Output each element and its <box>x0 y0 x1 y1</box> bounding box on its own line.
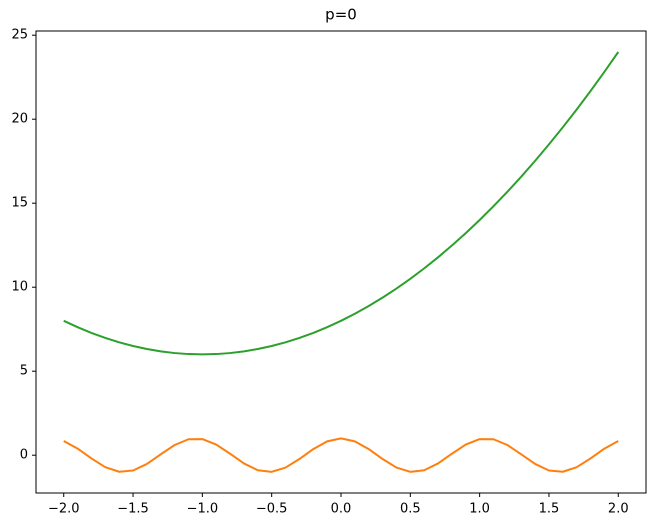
x-tick-label: 0.0 <box>331 502 352 517</box>
x-tick-label: −0.5 <box>256 502 288 517</box>
line-series <box>63 51 620 356</box>
plot-frame <box>35 30 647 494</box>
x-tick-label: 2.0 <box>608 502 629 517</box>
x-tick-label: −1.0 <box>187 502 219 517</box>
y-tick-label: 10 <box>11 280 28 295</box>
y-tick-label: 5 <box>20 364 28 379</box>
x-tick-label: −1.5 <box>117 502 149 517</box>
x-tick-label: 0.5 <box>400 502 421 517</box>
x-tick-label: 1.5 <box>539 502 560 517</box>
y-tick-label: 20 <box>11 112 28 127</box>
x-tick-label: 1.0 <box>469 502 490 517</box>
line-series <box>63 437 619 473</box>
y-tick-label: 15 <box>11 196 28 211</box>
y-tick-label: 0 <box>20 448 28 463</box>
chart-title: p=0 <box>325 6 357 24</box>
x-tick-label: −2.0 <box>48 502 80 517</box>
y-tick-label: 25 <box>11 28 28 43</box>
